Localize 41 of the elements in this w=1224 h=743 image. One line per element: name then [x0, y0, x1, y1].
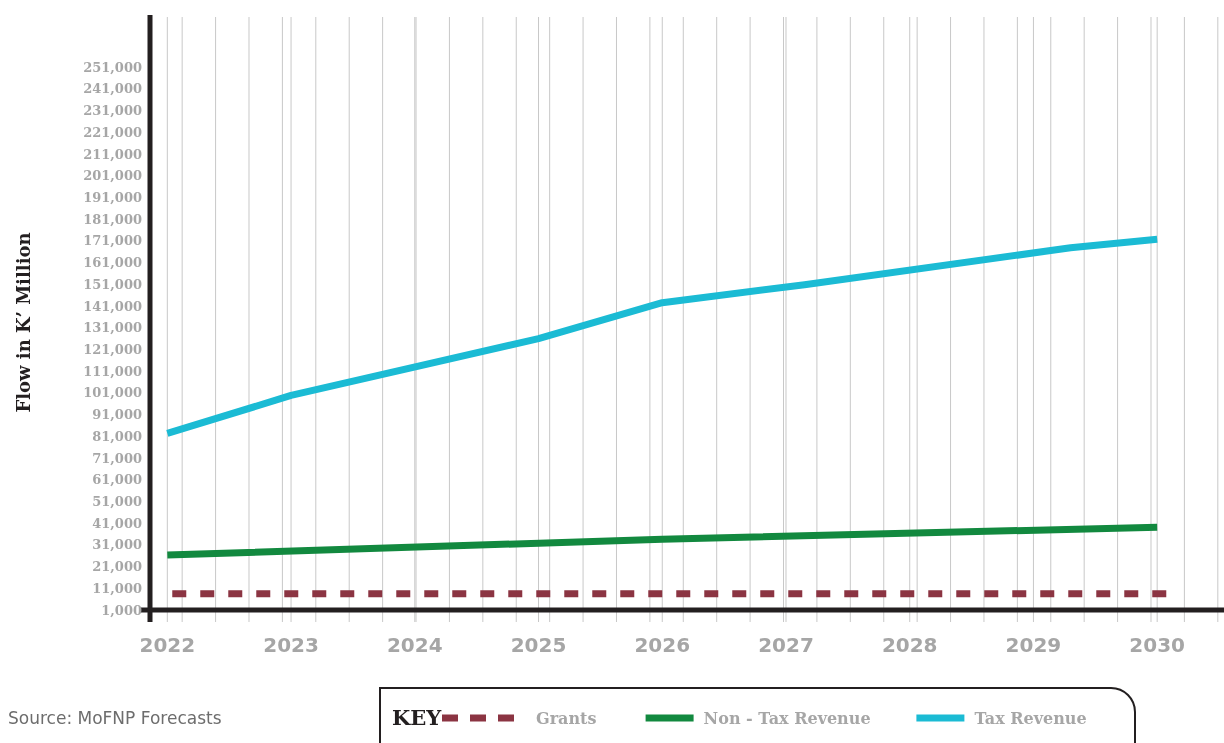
source-note: Source: MoFNP Forecasts	[8, 708, 222, 728]
y-tick-label: 221,000	[83, 124, 142, 140]
y-tick-label: 91,000	[92, 407, 142, 423]
y-tick-label: 111,000	[83, 363, 142, 379]
y-tick-label: 11,000	[92, 580, 142, 596]
y-tick-label: 211,000	[83, 146, 142, 162]
legend-title: KEY	[392, 705, 443, 730]
x-tick-label: 2026	[634, 633, 691, 657]
y-tick-label: 41,000	[92, 515, 142, 531]
y-tick-label: 71,000	[92, 450, 142, 466]
legend-label: Non - Tax Revenue	[703, 709, 871, 728]
legend-label: Tax Revenue	[974, 709, 1087, 728]
y-tick-label: 171,000	[83, 233, 142, 249]
y-tick-label: 81,000	[92, 428, 142, 444]
x-tick-label: 2028	[881, 633, 938, 657]
y-tick-label: 151,000	[83, 276, 142, 292]
y-tick-label: 201,000	[83, 168, 142, 184]
y-tick-label: 131,000	[83, 320, 142, 336]
y-axis-title: Flow in K’ Million	[13, 232, 34, 413]
x-tick-label: 2027	[758, 633, 814, 657]
y-tick-label: 161,000	[83, 255, 142, 271]
y-tick-label: 181,000	[83, 211, 142, 227]
y-tick-label: 31,000	[92, 537, 142, 553]
y-tick-label: 241,000	[83, 81, 142, 97]
x-tick-label: 2030	[1129, 633, 1186, 657]
y-tick-label: 51,000	[92, 493, 142, 509]
y-tick-label: 251,000	[83, 59, 142, 75]
x-tick-label: 2029	[1005, 633, 1062, 657]
y-tick-label: 1,000	[101, 602, 142, 618]
x-tick-label: 2022	[139, 633, 196, 657]
legend-label: Grants	[536, 709, 597, 728]
y-tick-label: 101,000	[83, 385, 142, 401]
y-tick-label: 121,000	[83, 341, 142, 357]
y-tick-label: 21,000	[92, 559, 142, 575]
x-tick-label: 2023	[263, 633, 319, 657]
y-tick-label: 191,000	[83, 189, 142, 205]
x-tick-label: 2024	[386, 633, 443, 657]
y-tick-label: 61,000	[92, 472, 142, 488]
y-tick-label: 231,000	[83, 103, 142, 119]
y-tick-label: 141,000	[83, 298, 142, 314]
x-tick-label: 2025	[510, 633, 567, 657]
